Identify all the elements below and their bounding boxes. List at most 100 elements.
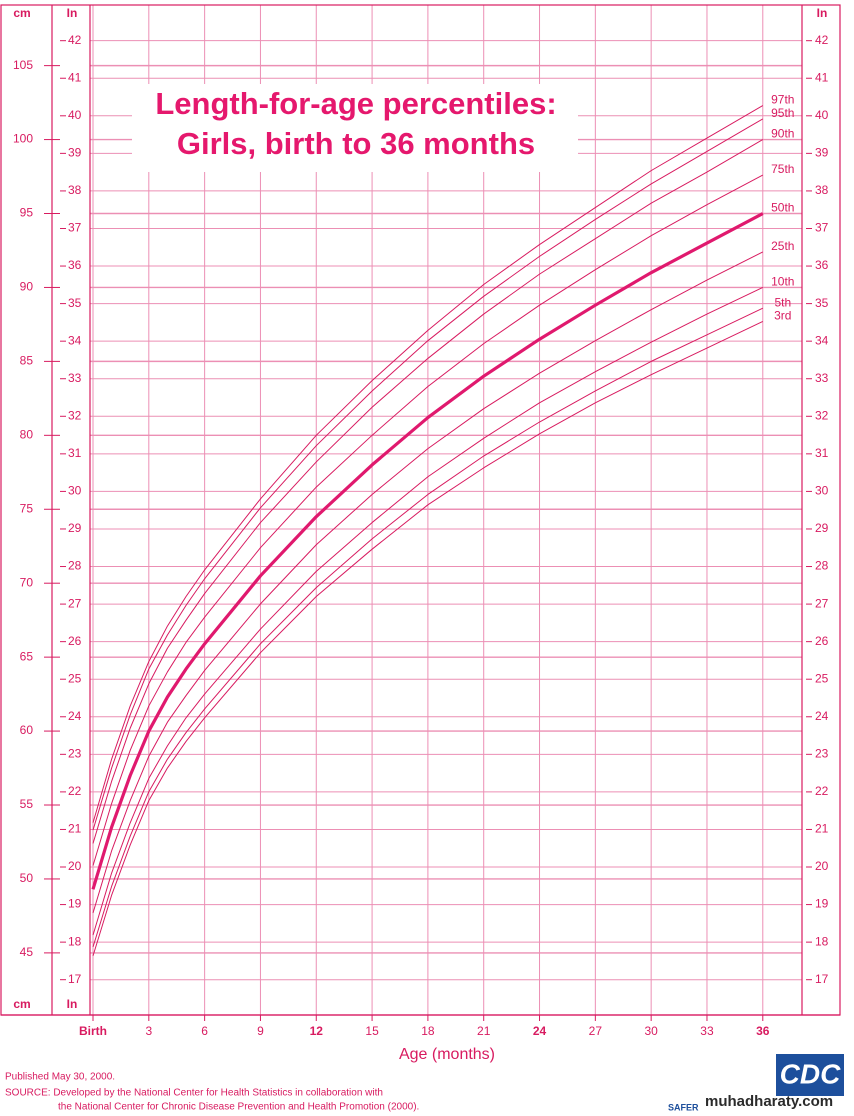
y-unit: cm — [13, 6, 30, 20]
y2-tick-label: 35 — [68, 296, 82, 310]
y-tick-label: 75 — [20, 501, 34, 515]
x-tick-label: 3 — [145, 1024, 152, 1038]
y2-tick-label: 17 — [68, 972, 82, 986]
y2-tick-label: 26 — [68, 634, 82, 648]
y2-tick-label: 22 — [68, 784, 82, 798]
x-axis-title: Age (months) — [399, 1046, 495, 1063]
series-label: 5th — [774, 295, 791, 309]
y2-tick-label: 18 — [68, 934, 82, 948]
y2-tick-label: 39 — [68, 146, 82, 160]
y2-tick-label: 26 — [815, 634, 829, 648]
y2-tick-label: 30 — [815, 484, 829, 498]
y2-tick-label: 32 — [815, 408, 829, 422]
x-tick-label: 27 — [589, 1024, 603, 1038]
y2-tick-label: 41 — [68, 70, 82, 84]
y2-tick-label: 17 — [815, 972, 829, 986]
logo: CDC — [780, 1058, 841, 1089]
y2-tick-label: 34 — [815, 333, 829, 347]
chart-subtitle: Girls, birth to 36 months — [177, 126, 535, 161]
series-label: 97th — [771, 93, 794, 107]
y-tick-label: 100 — [13, 132, 33, 146]
series-label: 95th — [771, 106, 794, 120]
percentile-line — [92, 139, 764, 844]
y2-tick-label: 42 — [815, 33, 829, 47]
y2-unit: In — [67, 6, 78, 20]
logo-box — [776, 1054, 844, 1096]
y-tick-label: 60 — [20, 723, 34, 737]
y2-tick-label: 30 — [68, 484, 82, 498]
y2-tick-label: 35 — [815, 296, 829, 310]
y2-tick-label: 21 — [68, 822, 82, 836]
percentile-line — [92, 105, 764, 823]
y2-tick-label: 32 — [68, 408, 82, 422]
percentile-line — [91, 212, 764, 890]
x-tick-label: 30 — [644, 1024, 658, 1038]
y2-unit: In — [817, 6, 828, 20]
published-note: Published May 30, 2000. — [5, 1072, 115, 1083]
percentile-line — [92, 118, 764, 831]
y2-tick-label: 22 — [815, 784, 829, 798]
y2-tick-label: 38 — [68, 183, 82, 197]
y-unit: cm — [13, 997, 30, 1011]
percentile-line — [92, 307, 764, 948]
y2-tick-label: 27 — [815, 596, 829, 610]
y2-tick-label: 27 — [68, 596, 82, 610]
y-tick-label: 90 — [20, 280, 34, 294]
y2-tick-label: 21 — [815, 822, 829, 836]
y2-unit: In — [67, 997, 78, 1011]
x-tick-label: 21 — [477, 1024, 491, 1038]
x-tick-label: 36 — [756, 1024, 770, 1038]
y-tick-label: 55 — [20, 797, 34, 811]
source-note: the National Center for Chronic Disease … — [58, 1102, 419, 1113]
grid — [44, 5, 812, 1021]
y2-tick-label: 20 — [68, 859, 82, 873]
x-tick-label: 9 — [257, 1024, 264, 1038]
series-label: 10th — [771, 275, 794, 289]
y2-tick-label: 38 — [815, 183, 829, 197]
y2-tick-label: 29 — [815, 521, 829, 535]
y2-tick-label: 18 — [815, 934, 829, 948]
y2-tick-label: 28 — [815, 559, 829, 573]
chart-title: Length-for-age percentiles: — [155, 86, 556, 121]
x-tick-label: 33 — [700, 1024, 714, 1038]
x-tick-label: 6 — [201, 1024, 208, 1038]
y2-tick-label: 19 — [68, 897, 82, 911]
y2-tick-label: 36 — [815, 258, 829, 272]
y-tick-label: 95 — [20, 206, 34, 220]
y2-tick-label: 23 — [815, 747, 829, 761]
series-label: 75th — [771, 162, 794, 176]
y2-tick-label: 42 — [68, 33, 82, 47]
percentile-line — [92, 286, 764, 936]
y-tick-label: 80 — [20, 427, 34, 441]
percentile-line — [92, 251, 764, 914]
y-tick-label: 70 — [20, 575, 34, 589]
y-tick-label: 50 — [20, 871, 34, 885]
source-note: SOURCE: Developed by the National Center… — [5, 1088, 383, 1099]
y2-tick-label: 23 — [68, 747, 82, 761]
series-label: 90th — [771, 127, 794, 141]
x-tick-label: Birth — [79, 1024, 107, 1038]
y-tick-label: 85 — [20, 354, 34, 368]
y2-tick-label: 31 — [815, 446, 829, 460]
y2-tick-label: 40 — [815, 108, 829, 122]
y2-tick-label: 33 — [815, 371, 829, 385]
y2-tick-label: 31 — [68, 446, 82, 460]
y2-tick-label: 24 — [815, 709, 829, 723]
percentile-line — [92, 174, 764, 866]
watermark: muhadharaty.com — [705, 1093, 833, 1110]
y2-tick-label: 28 — [68, 559, 82, 573]
y2-tick-label: 34 — [68, 333, 82, 347]
y2-tick-label: 39 — [815, 146, 829, 160]
y2-tick-label: 25 — [815, 671, 829, 685]
x-tick-label: 24 — [533, 1024, 547, 1038]
series-label: 3rd — [774, 309, 791, 323]
series-label: 50th — [771, 201, 794, 215]
marks — [91, 105, 764, 956]
x-tick-label: 12 — [310, 1024, 324, 1038]
x-tick-label: 18 — [421, 1024, 435, 1038]
y2-tick-label: 37 — [68, 221, 82, 235]
y2-tick-label: 24 — [68, 709, 82, 723]
percentile-line — [92, 321, 764, 956]
y2-tick-label: 19 — [815, 897, 829, 911]
